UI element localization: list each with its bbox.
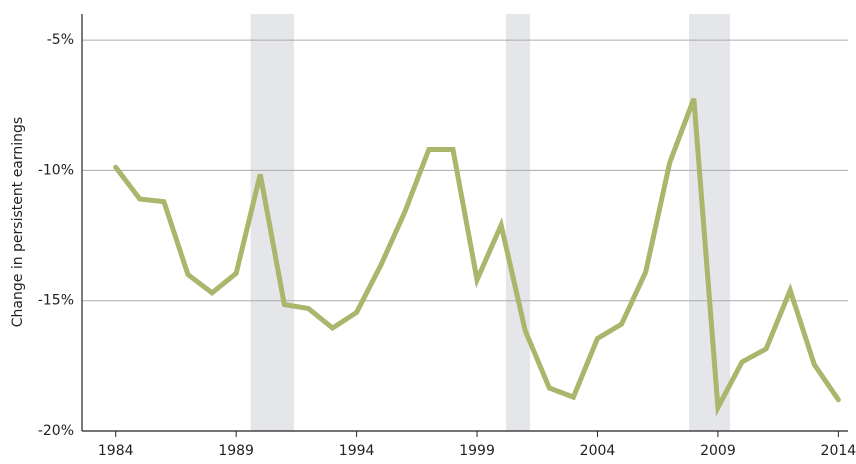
y-tick-label: -20% — [38, 423, 74, 439]
recession-band — [505, 14, 531, 431]
x-tick-label: 1989 — [218, 443, 254, 459]
x-tick-label: 2009 — [700, 443, 736, 459]
y-tick-label: -10% — [38, 162, 74, 178]
data-line — [113, 97, 841, 417]
recession-band — [689, 14, 730, 431]
y-tick-label: -15% — [38, 293, 74, 309]
x-tick-label: 1994 — [339, 443, 375, 459]
x-tick-label: 1999 — [459, 443, 495, 459]
x-tick-label: 1984 — [98, 443, 134, 459]
y-tick-label: -5% — [47, 32, 74, 48]
recession-band — [250, 14, 294, 431]
y-axis-label: Change in persistent earnings — [10, 117, 26, 327]
x-tick-label: 2004 — [580, 443, 616, 459]
x-tick-label: 2014 — [821, 443, 856, 459]
